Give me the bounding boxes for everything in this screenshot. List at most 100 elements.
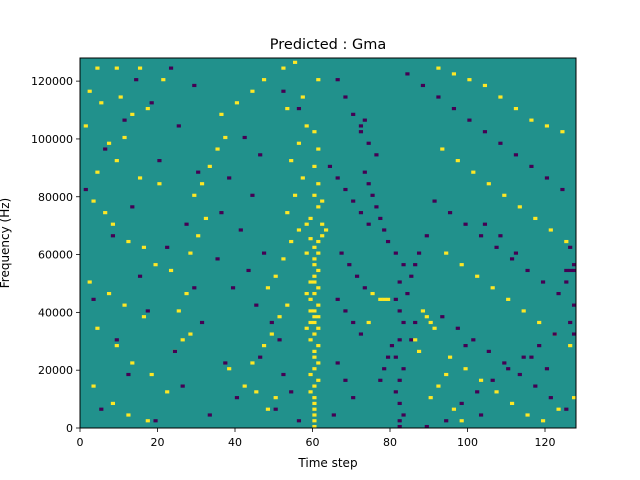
- heatmap-cell: [308, 280, 313, 284]
- heatmap-cell: [463, 344, 468, 348]
- heatmap-cell: [397, 419, 402, 423]
- heatmap-cell: [560, 130, 565, 134]
- heatmap-cell: [571, 268, 577, 273]
- heatmap-cell: [312, 263, 317, 267]
- heatmap-cell: [227, 176, 232, 180]
- y-tick-label: 60000: [38, 249, 73, 262]
- heatmap-cell: [366, 182, 371, 186]
- heatmap-cell: [219, 112, 224, 116]
- heatmap-cell: [110, 401, 116, 406]
- heatmap-cell: [308, 309, 313, 313]
- heatmap-cell: [137, 66, 143, 70]
- heatmap-cell: [374, 153, 379, 157]
- heatmap-cell: [180, 338, 185, 342]
- heatmap-cell: [521, 309, 526, 313]
- heatmap-cell: [242, 135, 247, 140]
- heatmap-cell: [207, 164, 212, 168]
- heatmap-cell: [459, 401, 464, 406]
- heatmap-cell: [106, 291, 112, 296]
- heatmap-cell: [312, 401, 317, 406]
- plot-background: [80, 58, 576, 428]
- heatmap-cell: [281, 372, 286, 377]
- heatmap-cell: [335, 78, 340, 82]
- heatmap-cell: [312, 349, 317, 353]
- heatmap-cell: [203, 216, 209, 221]
- heatmap-cell: [323, 228, 329, 232]
- heatmap-cell: [316, 303, 321, 307]
- heatmap-cell: [378, 216, 383, 221]
- heatmap-cell: [513, 251, 519, 255]
- heatmap-cell: [234, 396, 240, 400]
- heatmap-cell: [490, 286, 495, 290]
- heatmap-cell: [250, 361, 255, 365]
- heatmap-cell: [161, 78, 166, 82]
- heatmap-cell: [176, 309, 181, 313]
- heatmap-cell: [273, 396, 278, 400]
- heatmap-cell: [304, 222, 309, 226]
- heatmap-cell: [502, 361, 507, 365]
- heatmap-cell: [269, 320, 274, 325]
- heatmap-cell: [405, 291, 410, 296]
- heatmap-cell: [126, 372, 131, 377]
- heatmap-cell: [312, 130, 317, 134]
- heatmap-cell: [250, 89, 255, 93]
- heatmap-cell: [533, 216, 538, 221]
- heatmap-cell: [312, 384, 317, 388]
- heatmap-cell: [564, 407, 569, 411]
- heatmap-cell: [289, 159, 294, 163]
- heatmap-cell: [141, 245, 147, 249]
- heatmap-cell: [401, 320, 406, 325]
- heatmap-cell: [358, 130, 364, 134]
- heatmap-cell: [165, 390, 170, 394]
- heatmap-cell: [285, 211, 290, 215]
- heatmap-cell: [482, 130, 488, 134]
- heatmap-cell: [393, 251, 398, 255]
- heatmap-cell: [564, 280, 569, 284]
- heatmap-cell: [292, 60, 298, 64]
- heatmap-cell: [463, 367, 468, 371]
- heatmap-cell: [130, 205, 135, 209]
- heatmap-cell: [316, 326, 321, 330]
- heatmap-cell: [312, 367, 317, 371]
- heatmap-cell: [122, 135, 127, 140]
- heatmap-cell: [343, 187, 348, 192]
- y-tick-label: 80000: [38, 191, 73, 204]
- heatmap-cell: [463, 222, 468, 226]
- heatmap-cell: [440, 315, 445, 319]
- heatmap-cell: [506, 367, 511, 371]
- heatmap-cell: [83, 187, 88, 192]
- heatmap-cell: [498, 95, 503, 99]
- heatmap-cell: [378, 297, 383, 301]
- heatmap-cell: [502, 193, 507, 197]
- heatmap-cell: [289, 390, 294, 394]
- x-tick-label: 60: [306, 436, 320, 449]
- heatmap-cell: [544, 367, 550, 371]
- heatmap-cell: [316, 182, 321, 186]
- heatmap-cell: [320, 199, 325, 203]
- heatmap-cell: [300, 95, 305, 99]
- y-tick-label: 20000: [38, 364, 73, 377]
- heatmap-cell: [300, 176, 305, 180]
- heatmap-cell: [180, 384, 185, 388]
- heatmap-cell: [304, 251, 309, 255]
- heatmap-cell: [308, 297, 313, 301]
- heatmap-cell: [327, 164, 333, 168]
- heatmap-cell: [444, 419, 449, 423]
- heatmap-cell: [215, 257, 220, 261]
- heatmap-cell: [254, 303, 259, 307]
- heatmap-cell: [482, 83, 488, 88]
- heatmap-cell: [261, 78, 267, 82]
- heatmap-cell: [126, 239, 131, 244]
- heatmap-cell: [416, 349, 422, 353]
- heatmap-cell: [277, 315, 282, 319]
- heatmap-cell: [196, 170, 201, 174]
- heatmap-cell: [571, 332, 577, 336]
- heatmap-cell: [482, 222, 488, 226]
- heatmap-cell: [87, 89, 92, 93]
- heatmap-cell: [312, 193, 317, 197]
- heatmap-cell: [455, 159, 460, 163]
- heatmap-cell: [409, 338, 414, 342]
- heatmap-cell: [316, 361, 321, 365]
- heatmap-cell: [548, 228, 553, 232]
- heatmap-cell: [122, 303, 127, 307]
